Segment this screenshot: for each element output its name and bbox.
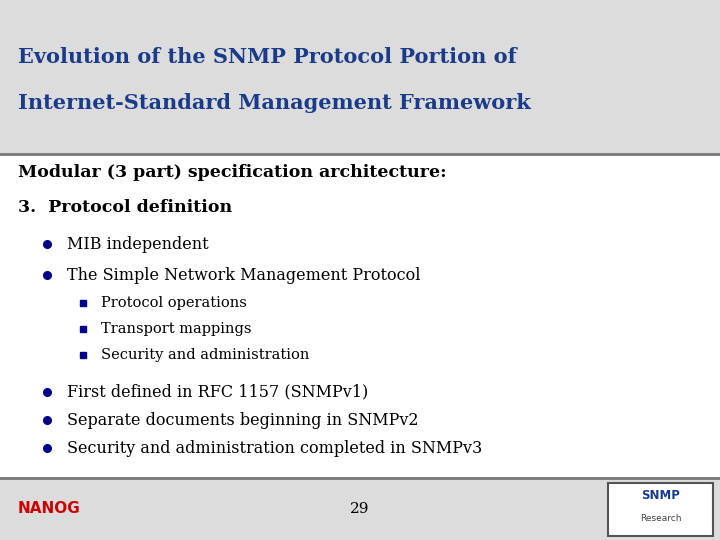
Text: First defined in RFC 1157 (SNMPv1): First defined in RFC 1157 (SNMPv1) xyxy=(67,383,368,400)
Text: SNMP: SNMP xyxy=(642,489,680,502)
Text: The Simple Network Management Protocol: The Simple Network Management Protocol xyxy=(67,267,420,284)
Text: 29: 29 xyxy=(350,502,370,516)
FancyBboxPatch shape xyxy=(608,483,713,536)
Text: Internet-Standard Management Framework: Internet-Standard Management Framework xyxy=(18,92,531,113)
Text: NANOG: NANOG xyxy=(18,501,81,516)
Bar xyxy=(0,0,720,154)
Text: Protocol operations: Protocol operations xyxy=(101,296,247,310)
Text: 3.  Protocol definition: 3. Protocol definition xyxy=(18,199,232,217)
Bar xyxy=(0,478,720,540)
Text: Separate documents beginning in SNMPv2: Separate documents beginning in SNMPv2 xyxy=(67,411,418,429)
Text: Security and administration: Security and administration xyxy=(101,348,309,362)
Text: Research: Research xyxy=(640,514,682,523)
Text: Security and administration completed in SNMPv3: Security and administration completed in… xyxy=(67,440,482,457)
Text: Evolution of the SNMP Protocol Portion of: Evolution of the SNMP Protocol Portion o… xyxy=(18,46,517,67)
Text: MIB independent: MIB independent xyxy=(67,235,209,253)
Text: Modular (3 part) specification architecture:: Modular (3 part) specification architect… xyxy=(18,164,446,181)
Text: Transport mappings: Transport mappings xyxy=(101,322,251,336)
